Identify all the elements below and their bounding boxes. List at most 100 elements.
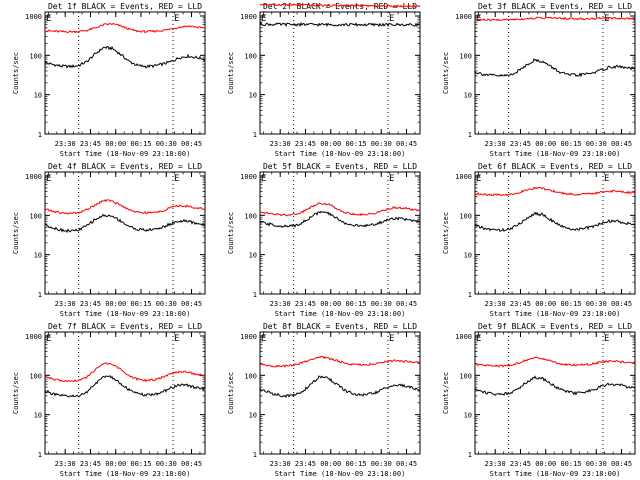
y-tick-label: 100 [244,372,257,380]
lld-series-line [45,23,206,34]
detector-panel: Det 3f BLACK = Events, RED = LLD 1 10 100 10… [442,2,636,158]
start-marker-label: E [46,174,51,184]
x-tick-label: 00:15 [560,460,581,468]
lld-series-line [474,356,636,368]
x-tick-label: 23:45 [510,140,531,148]
x-axis-label: Start Time (18-Nov-09 23:18:00) [275,310,406,318]
end-marker-label: E [604,174,609,184]
end-marker-label: E [174,14,179,24]
x-tick-label: 00:30 [156,300,177,308]
panel-title: Det 1f BLACK = Events, RED = LLD [48,2,202,11]
x-axis-label: Start Time (18-Nov-09 23:18:00) [60,470,191,478]
end-marker-label: E [174,334,179,344]
y-axis-label: Counts/sec [12,212,20,254]
y-tick-label: 100 [29,52,42,60]
y-axis-label: Counts/sec [442,212,450,254]
events-series-line [259,375,421,399]
x-tick-label: 00:15 [560,140,581,148]
y-tick-label: 1 [253,131,257,139]
detector-panel: Det 9f BLACK = Events, RED = LLD 1 10 100 10… [442,322,636,478]
lld-series-line [474,16,636,22]
x-tick-label: 00:45 [396,140,417,148]
x-tick-label: 23:30 [485,140,506,148]
y-tick-label: 100 [459,372,472,380]
panel-title: Det 2f BLACK = Events, RED = LLD [263,2,417,11]
x-tick-label: 00:00 [320,140,341,148]
y-tick-label: 1 [38,451,42,459]
y-tick-label: 10 [464,412,472,420]
panel-title: Det 4f BLACK = Events, RED = LLD [48,162,202,171]
end-marker-label: E [389,174,394,184]
y-tick-label: 10 [34,252,42,260]
events-series-line [44,45,206,69]
y-tick-label: 100 [459,52,472,60]
detector-panel: Det 2f BLACK = Events, RED = LLD 1 10 100 10… [227,2,421,158]
x-tick-label: 23:30 [485,300,506,308]
x-tick-label: 23:30 [55,300,76,308]
end-marker-label: E [389,334,394,344]
y-tick-label: 1 [468,291,472,299]
y-tick-label: 1 [38,291,42,299]
y-tick-label: 100 [29,372,42,380]
y-tick-label: 1000 [25,13,42,21]
y-tick-label: 10 [249,252,257,260]
x-tick-label: 00:15 [345,460,366,468]
x-tick-label: 00:00 [535,460,556,468]
x-tick-label: 23:30 [270,300,291,308]
plot-frame [474,171,636,295]
y-axis-label: Counts/sec [227,212,235,254]
y-tick-label: 1000 [240,173,257,181]
x-axis-label: Start Time (18-Nov-09 23:18:00) [60,310,191,318]
events-series-line [474,211,636,232]
x-tick-label: 00:45 [181,300,202,308]
plot-frame [259,11,421,135]
x-tick-label: 23:45 [510,300,531,308]
x-tick-label: 00:45 [181,140,202,148]
y-tick-label: 100 [459,212,472,220]
x-tick-label: 00:30 [156,140,177,148]
y-tick-label: 100 [244,52,257,60]
x-tick-label: 00:15 [130,140,151,148]
y-axis-label: Counts/sec [442,52,450,94]
x-tick-label: 00:00 [320,460,341,468]
start-marker-label: E [261,334,266,344]
y-tick-label: 1000 [240,333,257,341]
x-tick-label: 23:30 [270,460,291,468]
x-tick-label: 23:30 [55,140,76,148]
events-series-line [44,375,206,398]
events-series-line [474,375,636,397]
x-tick-label: 00:30 [156,460,177,468]
x-tick-label: 00:00 [320,300,341,308]
y-tick-label: 1 [253,291,257,299]
lld-series-line [259,355,421,368]
x-tick-label: 23:45 [295,300,316,308]
x-tick-label: 00:00 [105,140,126,148]
events-series-line [259,210,421,229]
end-marker-label: E [604,334,609,344]
lld-series-line [259,3,421,8]
x-tick-label: 00:45 [396,300,417,308]
end-marker-label: E [389,14,394,24]
detector-panel: Det 6f BLACK = Events, RED = LLD 1 10 100 10… [442,162,636,318]
detector-panel: Det 8f BLACK = Events, RED = LLD 1 10 100 10… [227,322,421,478]
y-tick-label: 10 [464,92,472,100]
x-tick-label: 23:45 [295,140,316,148]
y-axis-label: Counts/sec [227,372,235,414]
panel-title: Det 8f BLACK = Events, RED = LLD [263,322,417,331]
y-tick-label: 1000 [455,333,472,341]
lld-series-line [44,362,206,383]
x-tick-label: 23:45 [80,460,101,468]
lld-series-line [259,202,421,217]
end-marker-label: E [174,174,179,184]
x-tick-label: 00:15 [130,300,151,308]
panel-title: Det 6f BLACK = Events, RED = LLD [478,162,632,171]
y-tick-label: 10 [34,412,42,420]
x-tick-label: 00:00 [105,460,126,468]
x-tick-label: 00:00 [105,300,126,308]
y-tick-label: 1000 [25,173,42,181]
x-tick-label: 00:30 [371,460,392,468]
y-tick-label: 1 [468,131,472,139]
y-tick-label: 10 [249,412,257,420]
